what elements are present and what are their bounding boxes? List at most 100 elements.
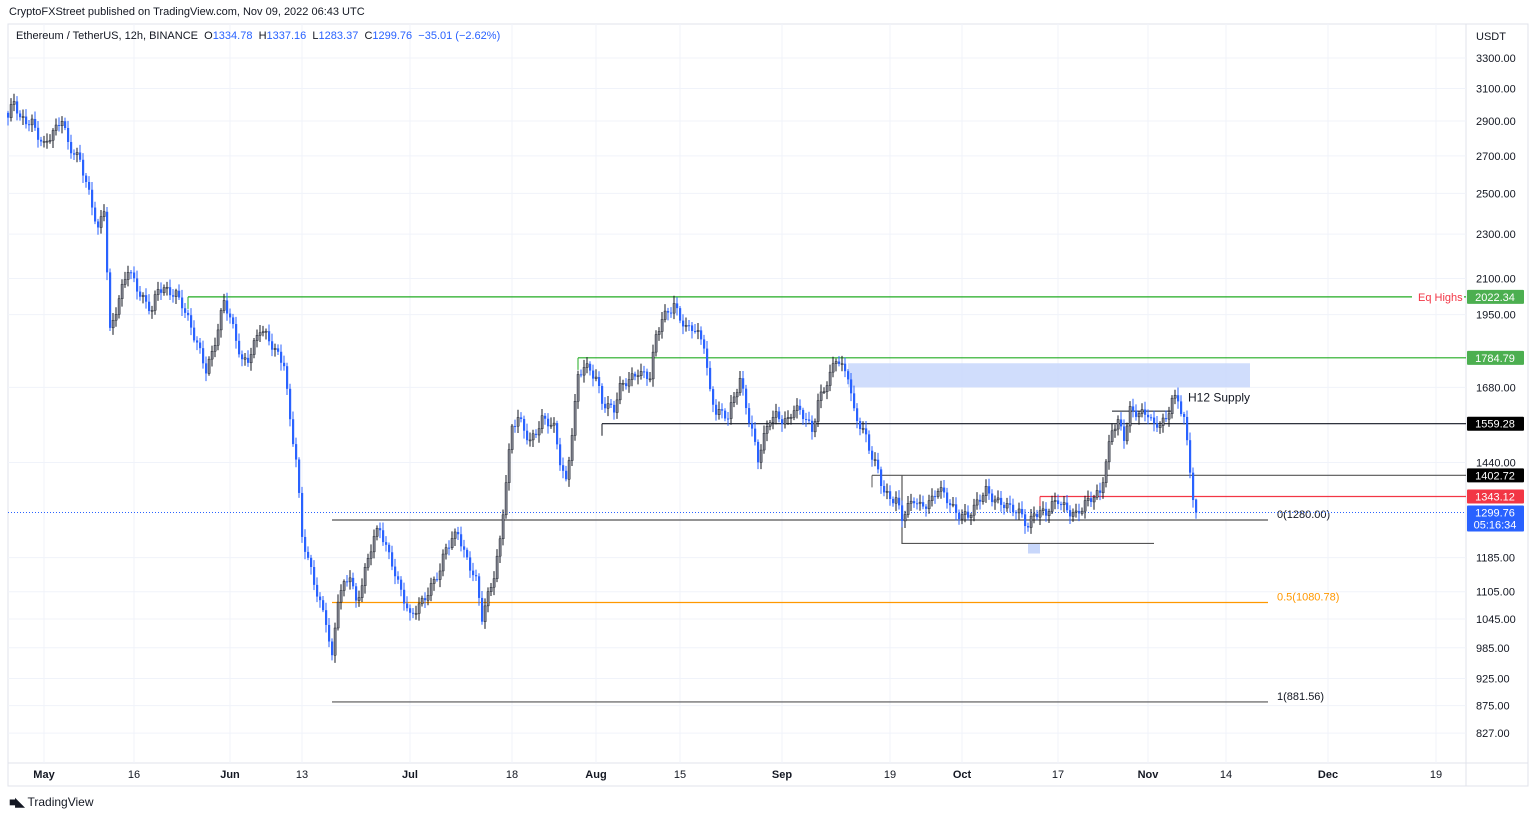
candle-body — [507, 449, 511, 483]
candle-body — [355, 586, 358, 601]
candle-body — [333, 627, 337, 656]
candle-body — [222, 300, 226, 311]
liquidity-marker — [1028, 543, 1040, 554]
price-tag — [1467, 350, 1524, 365]
candle-body — [226, 300, 229, 314]
candle-body — [981, 495, 985, 502]
candle-body — [657, 331, 661, 335]
candle-body — [1120, 419, 1123, 427]
candle-body — [859, 421, 862, 430]
currency-label: USDT — [1476, 31, 1506, 43]
candle-body — [825, 385, 829, 392]
candle-body — [432, 578, 436, 584]
candle-body — [1186, 416, 1189, 441]
candle-body — [934, 496, 937, 498]
candle-body — [426, 595, 430, 601]
fib-level-label: 0(1280.00) — [1277, 509, 1330, 521]
candle-body — [682, 320, 685, 327]
candle-body — [580, 374, 583, 376]
candle-body — [778, 411, 781, 420]
candle-body — [111, 320, 115, 329]
candle-body — [453, 531, 457, 539]
candle-body — [847, 371, 850, 380]
candle-body — [562, 465, 565, 471]
candle-body — [526, 430, 529, 441]
candle-body — [7, 112, 10, 118]
candle-body — [160, 289, 163, 293]
candle-body — [1125, 425, 1129, 442]
candle-body — [273, 348, 277, 350]
candle-body — [774, 411, 778, 418]
candle-body — [441, 553, 445, 572]
candle-body — [277, 348, 280, 352]
candle-body — [489, 587, 493, 592]
candle-body — [1062, 502, 1066, 505]
candle-body — [436, 579, 439, 581]
candle-body — [1015, 512, 1018, 514]
candle-body — [927, 500, 931, 510]
candle-body — [363, 567, 367, 586]
candle-body — [537, 428, 541, 436]
candle-body — [663, 310, 667, 320]
candle-body — [627, 379, 631, 387]
candle-body — [174, 290, 178, 297]
candle-body — [979, 499, 982, 502]
candle-body — [1144, 409, 1147, 415]
candle-body — [117, 298, 121, 315]
level-label-bg — [1412, 289, 1464, 304]
candle-body — [199, 342, 202, 349]
candle-body — [475, 575, 478, 577]
candle-body — [1024, 514, 1027, 527]
candle-body — [598, 377, 601, 386]
candle-body — [255, 335, 259, 341]
candle-body — [556, 423, 559, 445]
candle-body — [805, 419, 808, 421]
candle-body — [258, 332, 262, 336]
candle-body — [615, 399, 619, 413]
candle-body — [918, 501, 922, 504]
candle-body — [54, 124, 58, 131]
candle-body — [1027, 526, 1030, 528]
candle-body — [196, 340, 199, 343]
candle-body — [1161, 417, 1165, 426]
candle-body — [219, 310, 223, 331]
candle-body — [925, 506, 928, 509]
candle-body — [165, 286, 169, 289]
candle-body — [51, 130, 55, 141]
candle-body — [9, 104, 13, 118]
price-tick-label: 2900.00 — [1476, 116, 1516, 128]
price-tick-label: 1680.00 — [1476, 382, 1516, 394]
candle-body — [898, 497, 901, 506]
candle-body — [169, 287, 172, 296]
candle-body — [724, 410, 727, 419]
candle-body — [150, 310, 154, 312]
candle-body — [565, 470, 568, 480]
candle-body — [30, 118, 34, 126]
candle-body — [82, 159, 85, 176]
candle-body — [951, 504, 955, 506]
candle-body — [834, 361, 838, 364]
candle-body — [808, 419, 811, 421]
candle-body — [712, 389, 715, 405]
candle-body — [691, 325, 694, 332]
candle-body — [811, 420, 814, 432]
candle-body — [388, 544, 391, 553]
candle-body — [495, 555, 499, 579]
candle-body — [1135, 410, 1138, 417]
candle-body — [654, 334, 658, 353]
price-tag-label: 1402.72 — [1475, 470, 1515, 482]
candle-body — [472, 570, 475, 576]
candle-body — [960, 514, 964, 520]
candle-body — [145, 295, 148, 302]
candle-body — [909, 500, 913, 504]
candle-body — [559, 444, 562, 466]
candle-body — [1110, 430, 1114, 442]
candle-body — [549, 424, 553, 427]
candle-body — [1116, 419, 1120, 430]
price-tick-label: 827.00 — [1476, 728, 1510, 740]
candle-body — [1095, 490, 1099, 498]
candle-body — [141, 294, 145, 297]
candle-body — [877, 459, 880, 470]
candle-body — [403, 589, 406, 604]
